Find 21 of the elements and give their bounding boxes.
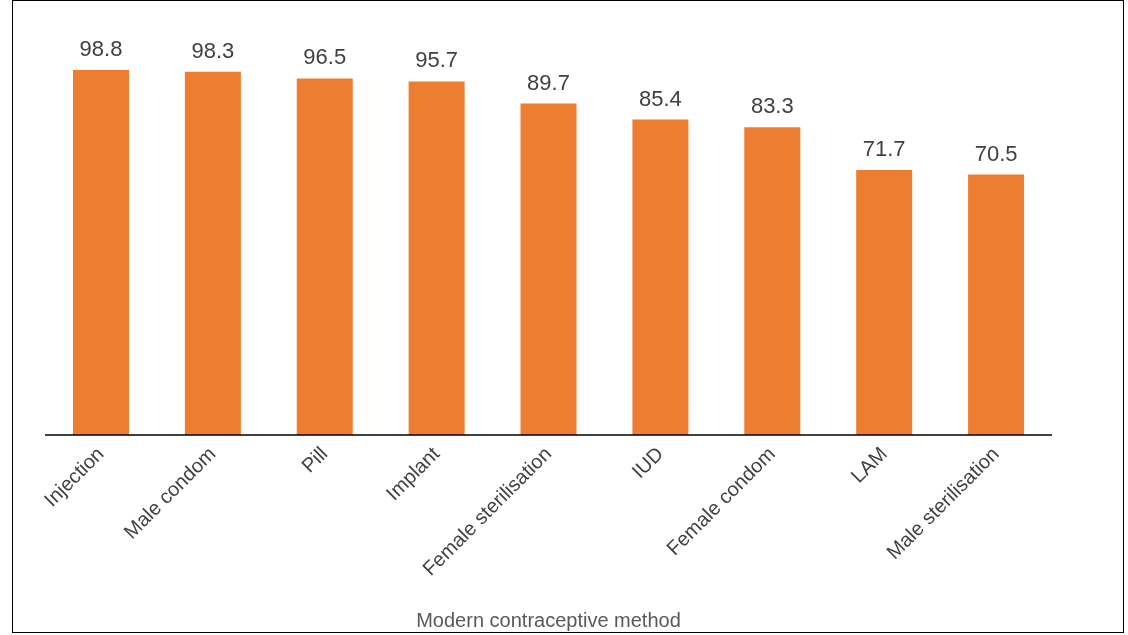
data-label: 96.5: [303, 44, 347, 70]
bar: [632, 119, 689, 435]
data-label: 95.7: [415, 47, 459, 73]
bar: [744, 127, 801, 435]
data-label: 83.3: [750, 93, 794, 119]
data-label: 89.7: [527, 69, 570, 95]
data-label: 98.8: [79, 36, 123, 61]
bar: [72, 70, 129, 435]
data-label: 71.7: [862, 136, 906, 162]
bar: [184, 71, 241, 435]
data-label: 85.4: [639, 85, 682, 111]
x-tick-label: IUD: [627, 442, 668, 483]
bar: [968, 174, 1025, 435]
data-label: 98.3: [191, 37, 235, 63]
bar: [296, 78, 353, 435]
bar: [856, 170, 913, 435]
x-tick-label: Pill: [297, 442, 332, 477]
bar: [408, 81, 465, 435]
data-label: 70.5: [974, 140, 1018, 166]
bar: [520, 103, 577, 435]
x-axis-title: Modern contraceptive method: [416, 609, 681, 631]
